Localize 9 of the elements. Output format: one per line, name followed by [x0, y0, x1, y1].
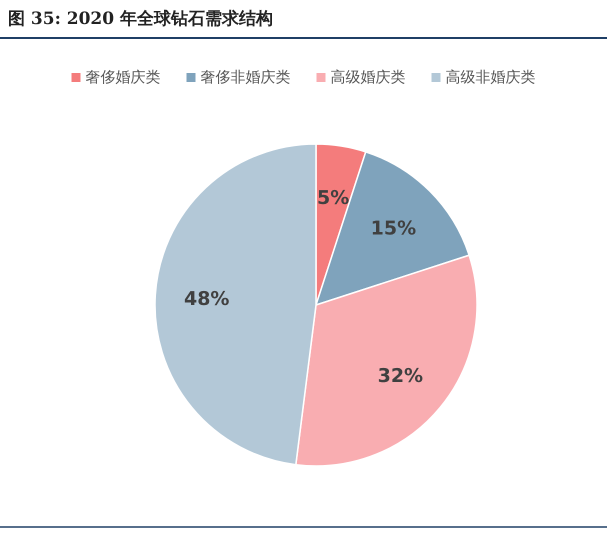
legend-label: 奢侈非婚庆类 [200, 68, 290, 86]
legend-label: 奢侈婚庆类 [86, 68, 160, 86]
legend-label: 高级婚庆类 [330, 68, 406, 86]
data-label: 48% [184, 288, 230, 310]
legend-label: 高级非婚庆类 [446, 68, 536, 86]
data-label: 32% [378, 364, 424, 387]
data-label: 5% [316, 186, 350, 209]
chart-title: 图 35: 2020 年全球钻石需求结构 [8, 9, 274, 29]
data-label: 15% [370, 218, 416, 240]
